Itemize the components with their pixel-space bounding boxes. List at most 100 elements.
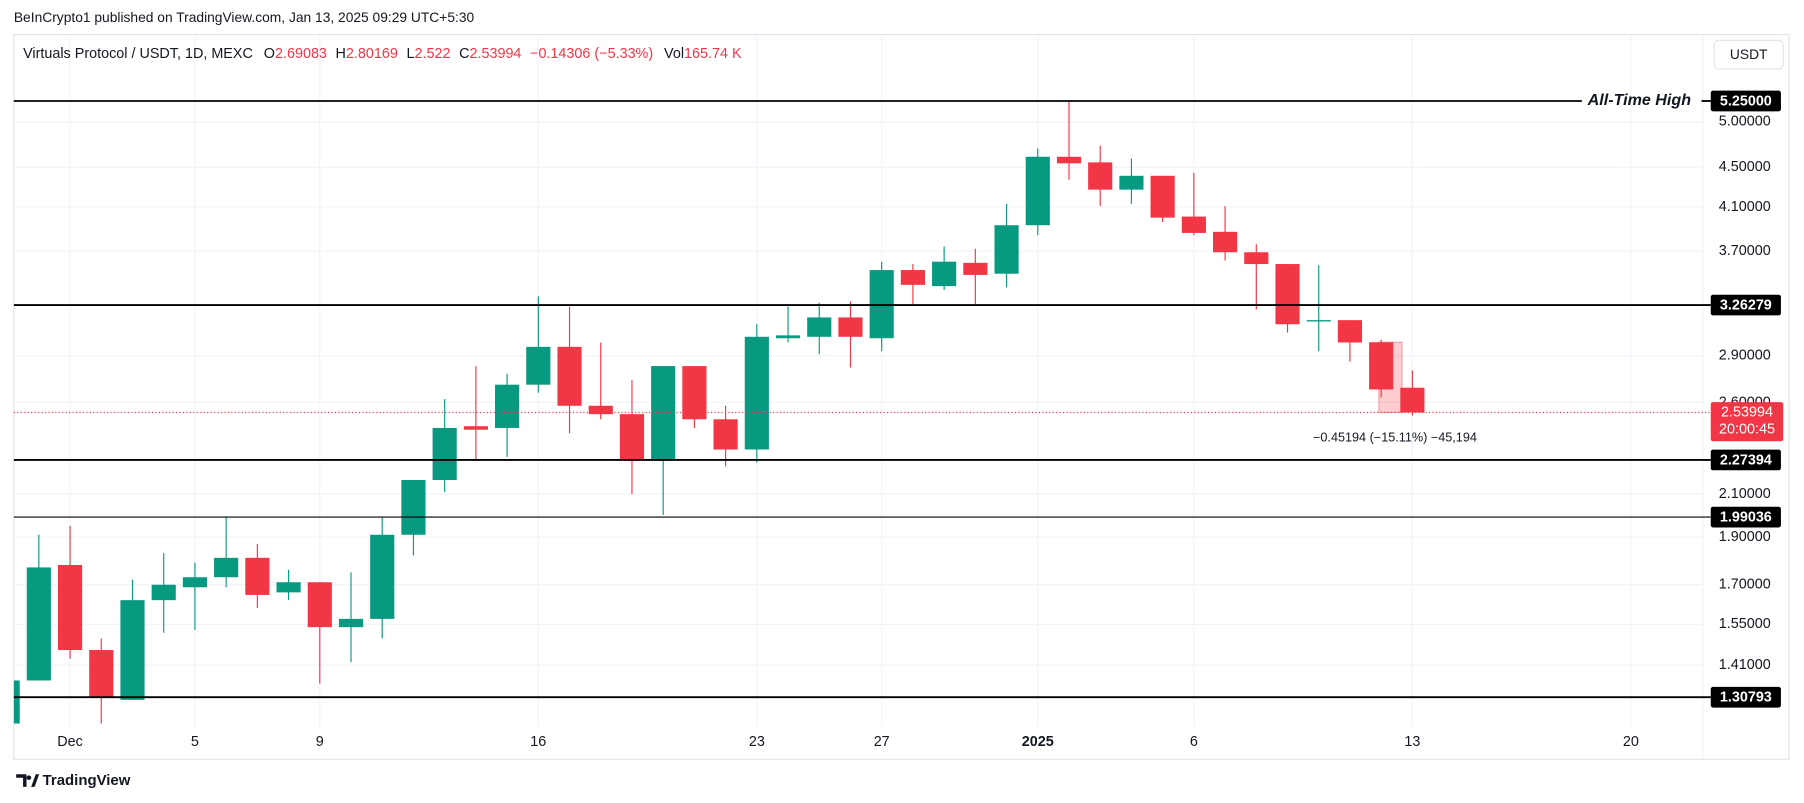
y-tick-label: 1.70000 [1719,577,1771,593]
candle-body [588,405,613,415]
candle-body [463,426,488,430]
candle-body [1400,387,1425,413]
y-tick-label: 5.00000 [1719,114,1771,130]
legend-o: O [264,46,275,62]
legend-c: C [459,46,469,62]
legend-high: 2.80169 [346,46,398,62]
legend-change: −0.14306 (−5.33%) [530,46,653,62]
candle-body [682,366,707,420]
y-tick-label: 1.90000 [1719,529,1771,545]
brand-name: TradingView [43,772,131,789]
candle-body [495,384,520,428]
candle-body [1369,342,1394,390]
legend-low: 2.522 [415,46,451,62]
legend-close: 2.53994 [469,46,521,62]
candle-body [120,600,145,700]
grid [13,34,1703,728]
candle-body [838,317,863,337]
candle-body [1056,156,1082,164]
candle-body [1119,175,1144,190]
level-price-label: 5.25000 [1720,93,1772,109]
countdown-label: 20:00:45 [1719,422,1775,438]
plot-area [13,100,1425,724]
candle-body [57,565,83,651]
legend-l: L [407,46,415,62]
candle-body [963,262,988,275]
level-price-box [1710,506,1781,528]
candle-body [214,557,239,578]
legend-vol: 165.74 K [684,46,742,62]
level-price-label: 3.26279 [1720,297,1772,313]
candle-body [994,225,1019,274]
y-tick-label: 2.10000 [1719,486,1771,502]
candle-body [713,419,738,450]
candle-body [1213,231,1238,253]
candle-body [775,335,801,339]
legend-vol-label: Vol [664,46,684,62]
last-price-label: 2.53994 [1721,404,1773,420]
x-tick-label: 20 [1623,734,1639,750]
last-price-box [1710,402,1784,442]
level-price-label: 1.99036 [1720,509,1772,525]
x-tick-label: 27 [874,734,890,750]
candle-body [557,346,582,406]
measure-label: −0.45194 (−15.11%) −45,194 [1313,431,1477,445]
candle-body [276,582,301,593]
y-tick-label: 1.41000 [1719,657,1771,673]
currency-button[interactable] [1713,39,1784,70]
level-price-box [1710,90,1781,112]
x-tick-label: 2025 [1022,734,1054,750]
y-tick-label: 2.90000 [1719,347,1771,363]
candle-body [1025,156,1050,226]
y-tick-label: 4.50000 [1719,159,1771,175]
candle-body [619,414,645,461]
candle-body [1275,264,1300,325]
currency-label[interactable]: USDT [1730,47,1768,62]
candle-body [13,680,20,724]
chart-frame [13,33,1790,760]
legend-open: 2.69083 [275,46,327,62]
candle-body [1181,216,1206,233]
candle-body [744,336,769,450]
y-tick-label: 1.55000 [1719,616,1771,632]
x-tick-label: 13 [1404,734,1420,750]
level-price-box [1710,686,1781,708]
y-tick-label: 4.10000 [1719,199,1771,215]
candle-body [807,317,832,337]
symbol-title: Virtuals Protocol / USDT, 1D, MEXC [23,46,253,62]
measure-box [1378,341,1403,414]
brand-logo [16,774,40,787]
level-annotation: All-Time High [1587,91,1692,109]
y-tick-label: 3.70000 [1719,243,1771,259]
overlay: 5.000004.500004.100003.700002.900002.600… [13,90,1784,750]
candle-body [370,534,395,619]
candle-body [932,261,957,287]
candle-body [1088,162,1113,190]
x-tick-label: Dec [57,734,83,750]
candle-body [401,480,426,535]
level-price-box [1710,449,1781,471]
candle-body [1150,175,1175,218]
x-tick-label: 16 [530,734,546,750]
candle-body [651,366,676,461]
candle-body [900,270,925,285]
candle-body [307,582,332,628]
candle-body [338,618,364,628]
x-tick-label: 6 [1190,734,1198,750]
candle-body [432,427,457,481]
level-price-label: 2.27394 [1720,452,1772,468]
x-tick-label: 5 [191,734,199,750]
candle-body [526,346,551,385]
legend-h: H [336,46,346,62]
x-tick-label: 9 [316,734,324,750]
candle-body [26,567,51,681]
candle-body [89,650,114,697]
candle-body [151,584,176,601]
published-note: BeInCrypto1 published on TradingView.com… [14,10,475,25]
legend-line: Virtuals Protocol / USDT, 1D, MEXC O2.69… [23,46,742,62]
level-price-box [1710,294,1781,316]
candle-body [182,577,208,588]
x-tick-label: 23 [749,734,765,750]
